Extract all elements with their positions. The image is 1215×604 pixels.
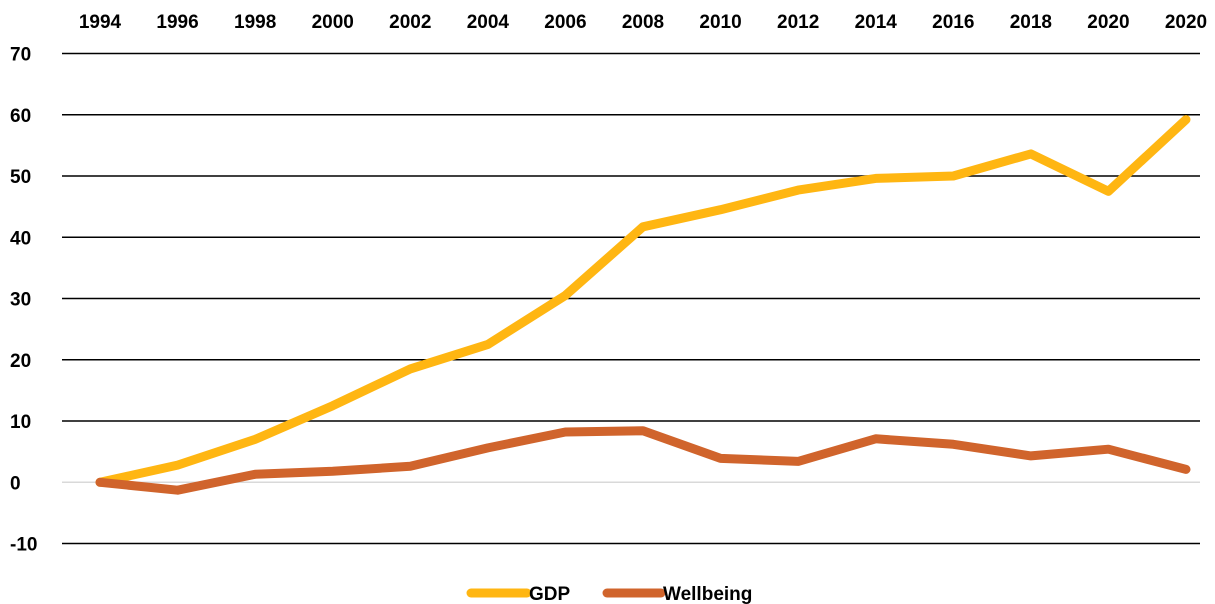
x-tick-label: 2008 <box>622 12 664 33</box>
y-tick-label: 30 <box>10 290 31 311</box>
y-tick-label: 60 <box>10 106 31 127</box>
x-axis-tick-labels: 1994 1996 1998 2000 2002 2004 2006 2008 2010 2012… <box>79 12 1207 33</box>
gridlines <box>62 52 1200 545</box>
x-tick-label: 2016 <box>932 12 974 33</box>
y-tick-label: 0 <box>10 473 21 494</box>
x-tick-label: 2006 <box>544 12 586 33</box>
x-tick-label: 2002 <box>389 12 431 33</box>
y-tick-label: 10 <box>10 412 31 433</box>
x-tick-label: 2020 <box>1165 12 1207 33</box>
y-tick-label: -10 <box>10 535 37 556</box>
y-tick-label: 50 <box>10 167 31 188</box>
y-tick-label: 40 <box>10 228 31 249</box>
legend-label-gdp: GDP <box>529 584 571 604</box>
y-tick-label: 20 <box>10 351 31 372</box>
x-tick-label: 2000 <box>312 12 354 33</box>
x-tick-label: 2014 <box>855 12 898 33</box>
x-tick-label: 1994 <box>79 12 122 33</box>
y-tick-label: 70 <box>10 45 31 66</box>
x-tick-label: 1996 <box>156 12 198 33</box>
legend-label-wellbeing: Wellbeing <box>663 584 752 604</box>
x-tick-label: 2010 <box>699 12 741 33</box>
x-tick-label: 2018 <box>1010 12 1052 33</box>
series-lines <box>95 115 1191 495</box>
x-tick-label: 2004 <box>467 12 510 33</box>
wellbeing-series-line <box>95 426 1191 495</box>
gdp-series-line <box>95 115 1191 487</box>
x-tick-label: 2020 <box>1087 12 1129 33</box>
y-axis-tick-labels: -10 0 10 20 30 40 50 60 70 <box>10 45 37 556</box>
x-tick-label: 1998 <box>234 12 276 33</box>
legend: GDP Wellbeing <box>466 584 752 604</box>
x-tick-label: 2012 <box>777 12 819 33</box>
